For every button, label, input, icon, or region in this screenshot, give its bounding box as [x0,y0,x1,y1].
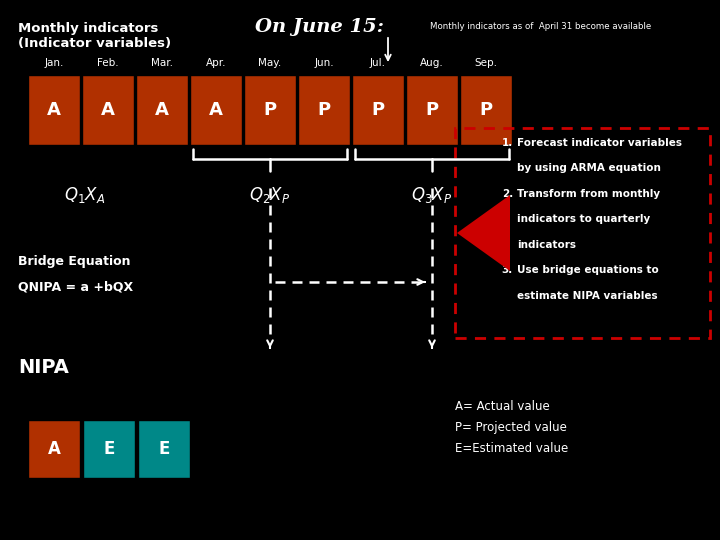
Text: A: A [47,101,61,119]
Text: QNIPA = a +bQX: QNIPA = a +bQX [18,280,133,293]
Text: Forecast indicator variables: Forecast indicator variables [517,138,682,148]
Text: A: A [48,440,60,458]
Text: indicators to quarterly: indicators to quarterly [517,214,650,225]
Bar [190,75,242,145]
Text: Feb.: Feb. [97,58,119,68]
Text: $Q_3X_P$: $Q_3X_P$ [411,185,453,205]
Text: 2.: 2. [502,189,513,199]
Text: On June 15:: On June 15: [255,18,384,36]
Bar [352,75,404,145]
Text: Aug.: Aug. [420,58,444,68]
Text: Bridge Equation: Bridge Equation [18,255,130,268]
Text: May.: May. [258,58,282,68]
Text: A: A [209,101,223,119]
Bar [406,75,458,145]
Bar [460,75,512,145]
Bar [298,75,350,145]
Text: $Q_2X_P$: $Q_2X_P$ [249,185,291,205]
Text: A: A [155,101,169,119]
Text: indicators: indicators [517,240,576,250]
Bar [136,75,188,145]
Bar [28,75,80,145]
Text: Use bridge equations to: Use bridge equations to [517,266,659,275]
Bar [455,128,710,338]
Text: $Q_1X_A$: $Q_1X_A$ [64,185,106,205]
Text: Sep.: Sep. [474,58,498,68]
Text: Apr.: Apr. [206,58,226,68]
Text: NIPA: NIPA [18,358,69,377]
Polygon shape [457,195,510,271]
Text: P: P [426,101,438,119]
Bar [82,75,134,145]
Text: Transform from monthly: Transform from monthly [517,189,660,199]
Text: Jan.: Jan. [45,58,63,68]
Text: Mar.: Mar. [151,58,173,68]
Text: Jul.: Jul. [370,58,386,68]
Bar [83,420,135,478]
Text: 1.: 1. [502,138,513,148]
Text: E: E [158,440,170,458]
Text: E: E [103,440,114,458]
Text: estimate NIPA variables: estimate NIPA variables [517,291,657,301]
Text: P: P [372,101,384,119]
Text: P: P [264,101,276,119]
Text: by using ARMA equation: by using ARMA equation [517,164,661,173]
Bar [244,75,296,145]
Text: P: P [480,101,492,119]
Text: P: P [318,101,330,119]
Text: 3.: 3. [502,266,513,275]
Text: Monthly indicators as of  April 31 become available: Monthly indicators as of April 31 become… [430,22,652,31]
Text: A= Actual value
P= Projected value
E=Estimated value: A= Actual value P= Projected value E=Est… [455,400,568,455]
Text: Jun.: Jun. [314,58,334,68]
Bar [138,420,190,478]
Text: A: A [101,101,115,119]
Bar [28,420,80,478]
Text: Monthly indicators
(Indicator variables): Monthly indicators (Indicator variables) [18,22,171,50]
